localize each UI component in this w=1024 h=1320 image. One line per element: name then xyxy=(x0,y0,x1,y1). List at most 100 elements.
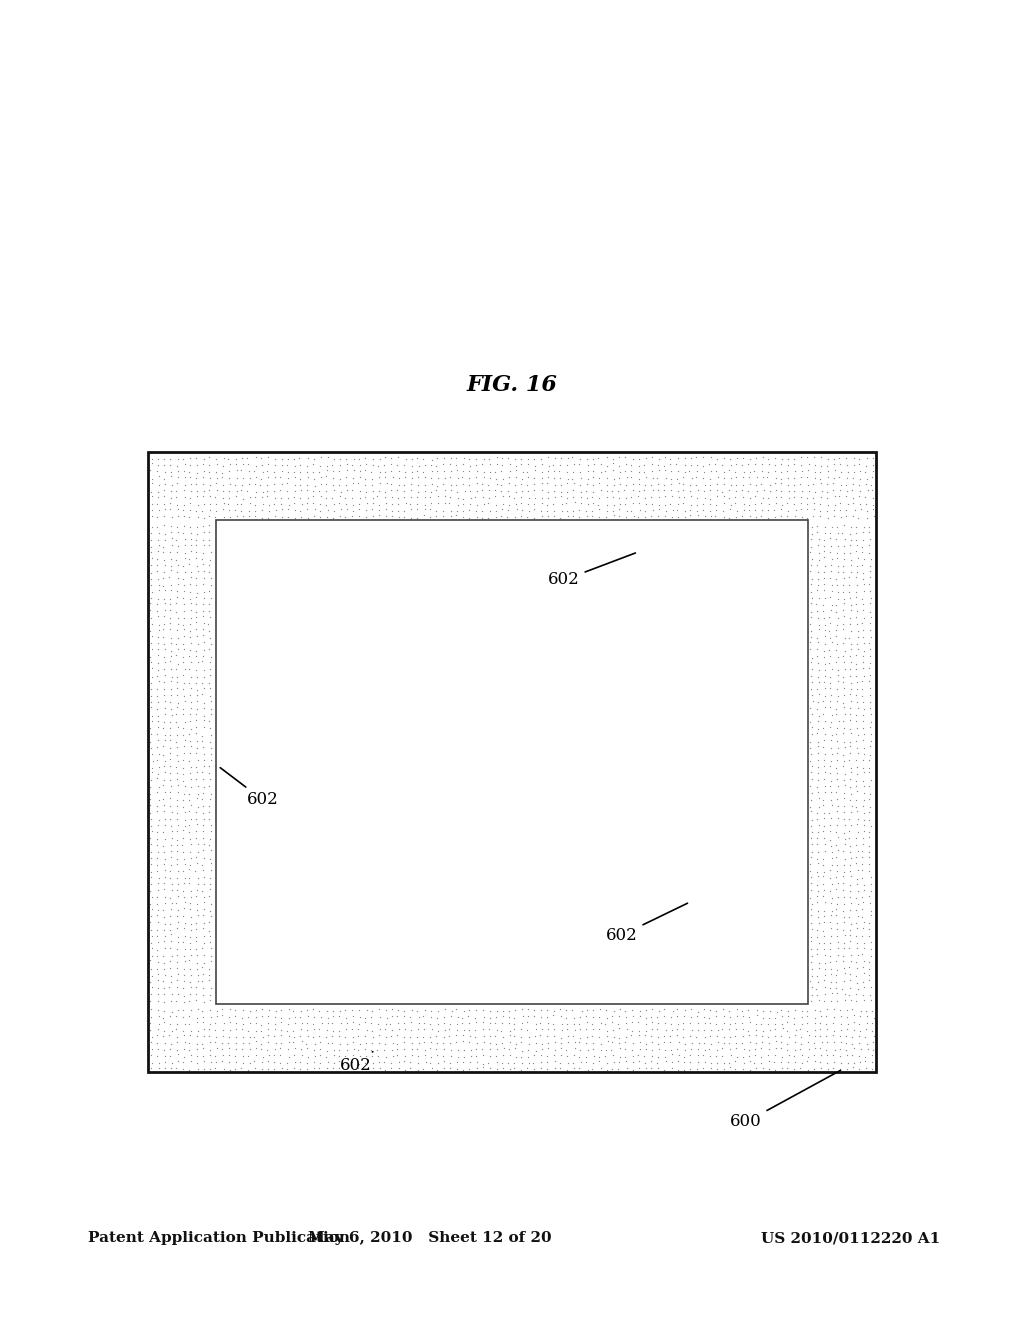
Point xyxy=(850,880,866,902)
Point xyxy=(547,474,563,495)
Point xyxy=(837,568,853,589)
Point xyxy=(829,826,846,847)
Point xyxy=(804,516,820,537)
Point xyxy=(168,672,184,693)
Point xyxy=(519,1012,536,1034)
Point xyxy=(437,1019,454,1040)
Point xyxy=(823,725,840,746)
Point xyxy=(195,549,211,570)
Point xyxy=(350,1053,367,1074)
Point xyxy=(292,462,308,483)
Point xyxy=(513,1019,529,1040)
Point xyxy=(151,474,167,495)
Point xyxy=(513,1059,529,1080)
Point xyxy=(382,1014,398,1035)
Point xyxy=(304,1014,321,1035)
Point xyxy=(273,499,290,520)
Point xyxy=(155,970,171,991)
Point xyxy=(696,1006,713,1027)
Point xyxy=(810,781,826,803)
Point xyxy=(741,466,758,487)
Point xyxy=(728,1032,744,1053)
Point xyxy=(800,1045,816,1067)
Point xyxy=(155,718,171,739)
Point xyxy=(597,1045,613,1067)
Point xyxy=(389,479,406,500)
Point xyxy=(804,809,820,830)
Point xyxy=(854,899,870,920)
Point xyxy=(384,506,400,527)
Point xyxy=(168,529,184,550)
Point xyxy=(767,1026,783,1047)
Point xyxy=(829,607,846,628)
Point xyxy=(856,950,872,972)
Point xyxy=(202,492,218,513)
Point xyxy=(843,673,859,694)
Point xyxy=(454,1012,470,1034)
Point xyxy=(169,952,185,973)
Point xyxy=(817,665,834,686)
Point xyxy=(189,965,206,986)
Point xyxy=(565,1053,582,1074)
Point xyxy=(435,473,452,494)
Point xyxy=(403,455,420,477)
Point xyxy=(810,667,826,688)
Point xyxy=(202,828,218,849)
Point xyxy=(799,1051,815,1072)
Point xyxy=(176,574,193,595)
Point xyxy=(803,904,819,925)
Point xyxy=(187,704,204,725)
Point xyxy=(526,1059,543,1080)
Point xyxy=(365,487,381,508)
Point xyxy=(638,1014,654,1035)
Point xyxy=(455,494,471,515)
Point xyxy=(403,462,420,483)
Point xyxy=(846,455,862,477)
Point xyxy=(156,614,172,635)
Point xyxy=(849,692,865,713)
Point xyxy=(389,1039,406,1060)
Point xyxy=(326,449,342,470)
Point xyxy=(333,499,349,520)
Point xyxy=(318,480,335,502)
Point xyxy=(558,1007,574,1028)
Point xyxy=(835,873,851,894)
Point xyxy=(525,449,542,470)
Point xyxy=(836,685,852,706)
Point xyxy=(181,990,198,1011)
Point xyxy=(801,1039,817,1060)
Point xyxy=(436,486,453,507)
Point xyxy=(709,479,725,500)
Point xyxy=(701,1007,718,1028)
Point xyxy=(142,1007,159,1028)
Point xyxy=(488,1045,505,1067)
Point xyxy=(494,461,510,482)
Point xyxy=(220,449,237,470)
Point xyxy=(215,1012,231,1034)
Point xyxy=(306,469,323,490)
Point xyxy=(144,667,161,688)
Point xyxy=(638,494,654,515)
Point xyxy=(803,678,819,700)
Point xyxy=(826,1051,843,1072)
Point xyxy=(740,1020,757,1041)
Point xyxy=(202,925,218,946)
Point xyxy=(844,1034,860,1055)
Point xyxy=(843,595,859,616)
Point xyxy=(616,1001,633,1022)
Point xyxy=(809,561,825,582)
Point xyxy=(817,523,834,544)
Point xyxy=(170,927,186,948)
Point xyxy=(855,651,871,672)
Point xyxy=(816,939,833,960)
Point xyxy=(580,474,596,495)
Point xyxy=(815,690,831,711)
Point xyxy=(819,482,836,503)
Point xyxy=(650,479,667,500)
Point xyxy=(332,449,348,470)
Point xyxy=(792,1057,808,1078)
Point xyxy=(650,506,667,527)
Point xyxy=(384,998,400,1019)
Point xyxy=(540,447,556,469)
Point xyxy=(816,906,833,927)
